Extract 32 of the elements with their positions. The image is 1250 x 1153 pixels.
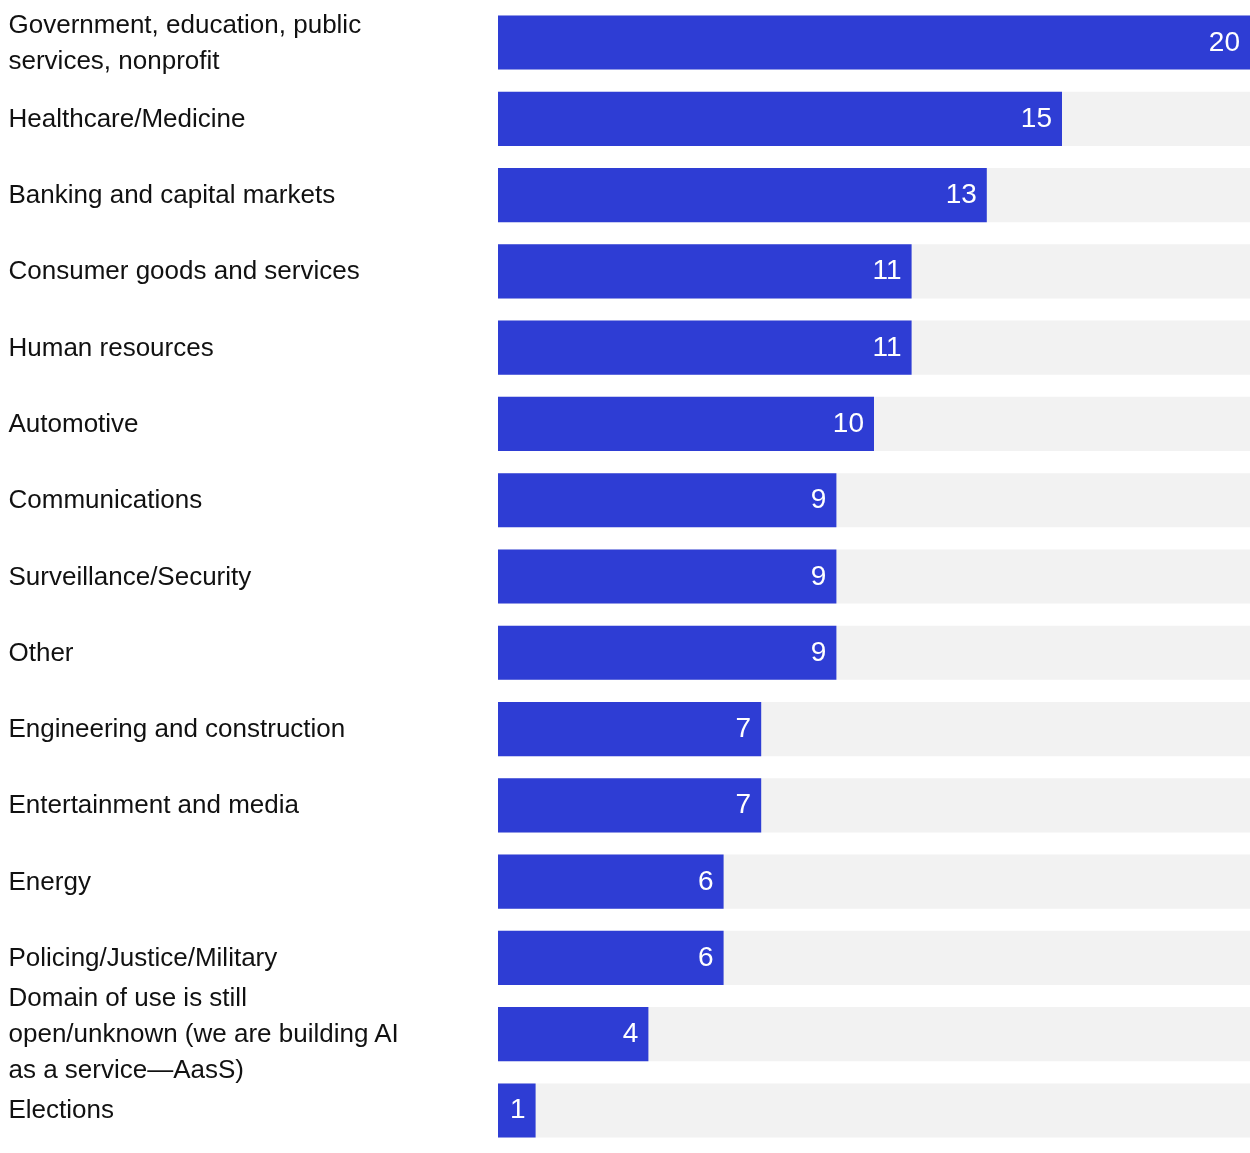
- y-tick-label: Elections: [8, 1094, 114, 1125]
- y-tick-label: Entertainment and media: [8, 789, 300, 820]
- y-tick-label: Healthcare/Medicine: [8, 102, 246, 133]
- bar: [498, 1007, 649, 1062]
- data-label: 9: [810, 483, 827, 515]
- bar: [498, 1083, 536, 1138]
- y-tick-label: Domain of use is still open/unknown (we are building AI as a service—AasS): [8, 982, 399, 1085]
- data-label: 13: [945, 178, 977, 210]
- data-label: 6: [698, 864, 714, 896]
- y-tick-label: Policing/Justice/Military: [8, 941, 278, 972]
- data-label: 6: [698, 940, 714, 972]
- y-tick-label: Other: [8, 636, 74, 667]
- y-tick-label: Government, education, public services, nonprofit: [8, 8, 362, 75]
- data-label: 10: [832, 406, 864, 438]
- y-tick-label: Human resources: [8, 331, 214, 362]
- y-tick-label: Surveillance/Security: [8, 560, 252, 591]
- data-label: 20: [1208, 25, 1240, 57]
- data-label: 1: [510, 1093, 526, 1125]
- data-label: 9: [810, 635, 827, 667]
- y-tick-label: Automotive: [8, 407, 139, 438]
- y-tick-label: Consumer goods and services: [8, 255, 360, 286]
- data-label: 11: [872, 330, 902, 362]
- data-label: 15: [1020, 101, 1052, 133]
- y-tick-label: Banking and capital markets: [8, 179, 336, 210]
- data-label: 9: [810, 559, 827, 591]
- data-label: 11: [872, 254, 902, 286]
- data-label: 4: [622, 1017, 639, 1049]
- y-tick-label: Communications: [8, 484, 203, 515]
- y-tick-label: Engineering and construction: [8, 713, 346, 744]
- data-label: 7: [735, 788, 752, 820]
- y-tick-label: Energy: [8, 865, 91, 896]
- data-label: 7: [735, 712, 752, 744]
